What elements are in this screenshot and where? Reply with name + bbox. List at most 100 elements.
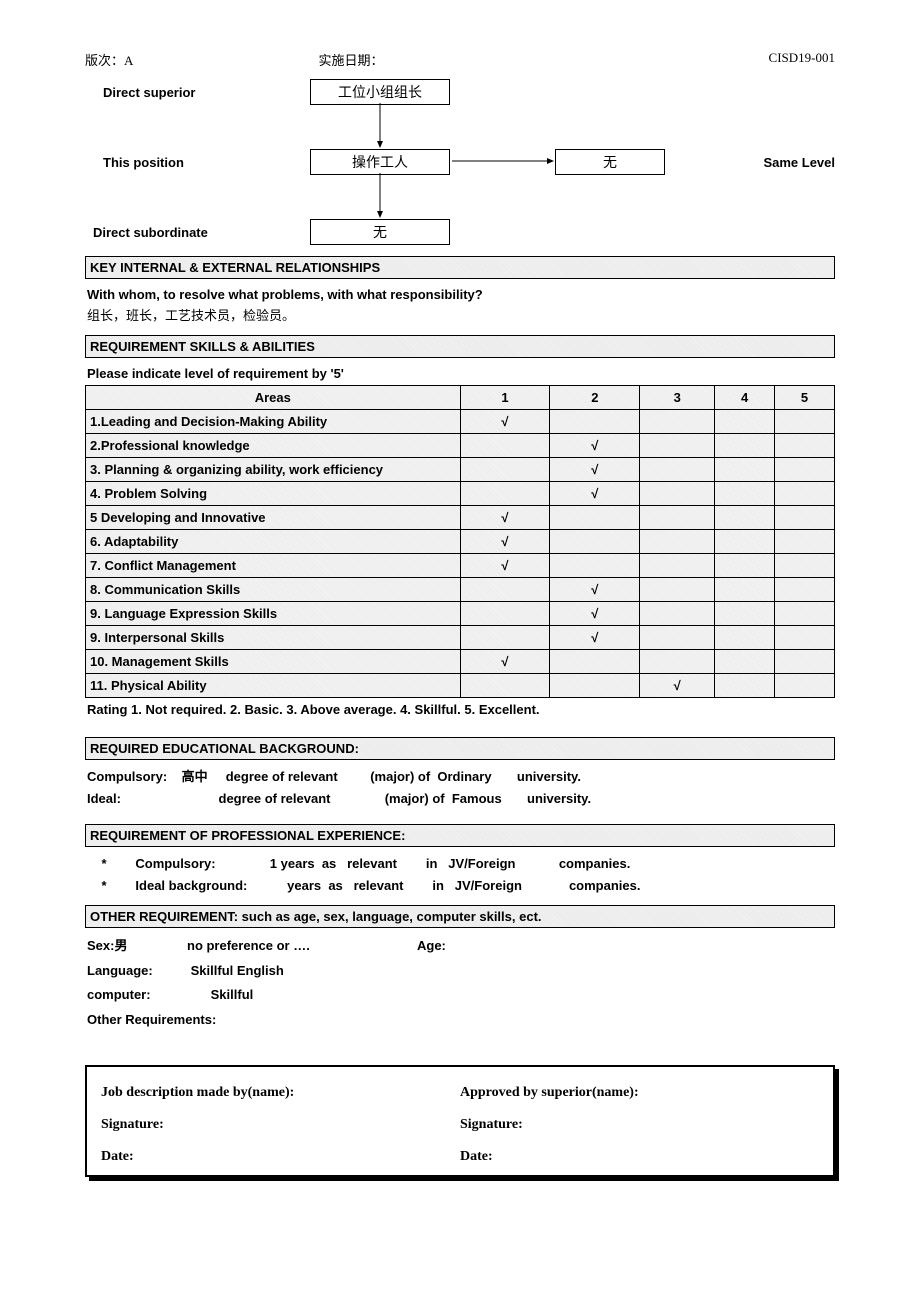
- edu-university-1: university.: [517, 766, 581, 788]
- skill-cell: √: [550, 481, 640, 505]
- made-by-label: Job description made by(name):: [101, 1085, 460, 1101]
- date-label-2: Date:: [460, 1149, 819, 1165]
- skill-cell: [775, 433, 835, 457]
- skill-cell: [460, 625, 550, 649]
- other-body: Sex:男 no preference or …. Age: Language:…: [85, 928, 835, 1053]
- relationships-answer: 组长，班长，工艺技术员，检验员。: [87, 306, 833, 327]
- skill-cell: [775, 553, 835, 577]
- skill-cell: [775, 457, 835, 481]
- skill-area: 10. Management Skills: [86, 649, 461, 673]
- skill-cell: [640, 529, 715, 553]
- org-chart: Direct superior This position Direct sub…: [85, 77, 835, 252]
- table-row: 5 Developing and Innovative√: [86, 505, 835, 529]
- doc-number: CISD19-001: [769, 50, 835, 69]
- skill-cell: [460, 481, 550, 505]
- skills-col-3: 3: [640, 385, 715, 409]
- exp-compulsory-years: 1 years as relevant: [270, 853, 397, 875]
- language-value: Skillful English: [191, 963, 284, 978]
- skill-cell: [550, 673, 640, 697]
- skill-cell: [775, 649, 835, 673]
- skill-cell: [460, 433, 550, 457]
- signature-label-2: Signature:: [460, 1117, 819, 1133]
- edu-compulsory-degree: 高中: [182, 766, 208, 788]
- skill-cell: [775, 673, 835, 697]
- education-header: REQUIRED EDUCATIONAL BACKGROUND:: [85, 737, 835, 760]
- exp-in-jv-1: in JV/Foreign: [426, 853, 516, 875]
- superior-box: 工位小组组长: [310, 79, 450, 105]
- skills-prompt: Please indicate level of requirement by …: [85, 364, 835, 385]
- table-row: 3. Planning & organizing ability, work e…: [86, 457, 835, 481]
- edu-major-famous: (major) of Famous: [385, 788, 502, 810]
- skill-cell: [775, 577, 835, 601]
- skill-area: 9. Language Expression Skills: [86, 601, 461, 625]
- skill-area: 3. Planning & organizing ability, work e…: [86, 457, 461, 481]
- skill-cell: √: [550, 457, 640, 481]
- relationships-header: KEY INTERNAL & EXTERNAL RELATIONSHIPS: [85, 256, 835, 279]
- skill-cell: [460, 577, 550, 601]
- edu-major-ordinary: (major) of Ordinary: [370, 766, 491, 788]
- skill-cell: [775, 505, 835, 529]
- other-header: OTHER REQUIREMENT: such as age, sex, lan…: [85, 905, 835, 928]
- skill-cell: √: [460, 649, 550, 673]
- skill-area: 9. Interpersonal Skills: [86, 625, 461, 649]
- table-row: 11. Physical Ability √: [86, 673, 835, 697]
- skill-cell: [715, 433, 775, 457]
- skill-cell: √: [550, 433, 640, 457]
- skill-cell: √: [460, 529, 550, 553]
- education-body: Compulsory: 高中 degree of relevant (major…: [85, 760, 835, 818]
- signature-label-1: Signature:: [101, 1117, 460, 1133]
- skill-cell: [715, 673, 775, 697]
- skill-cell: [640, 457, 715, 481]
- same-level-box: 无: [555, 149, 665, 175]
- table-row: 9. Language Expression Skills√: [86, 601, 835, 625]
- exp-companies-1: companies.: [559, 853, 631, 875]
- skill-cell: √: [460, 505, 550, 529]
- skill-cell: [550, 553, 640, 577]
- no-preference: no preference or ….: [187, 934, 347, 959]
- skill-cell: [640, 481, 715, 505]
- skill-cell: [550, 529, 640, 553]
- skill-cell: [775, 481, 835, 505]
- edu-ideal-label: Ideal:: [87, 788, 121, 810]
- direct-superior-label: Direct superior: [103, 85, 195, 100]
- skill-cell: [715, 649, 775, 673]
- skill-cell: √: [550, 625, 640, 649]
- skill-area: 11. Physical Ability: [86, 673, 461, 697]
- table-row: 2.Professional knowledge √: [86, 433, 835, 457]
- table-row: 6. Adaptability√: [86, 529, 835, 553]
- language-label: Language:: [87, 959, 187, 984]
- table-row: 4. Problem Solving√: [86, 481, 835, 505]
- skill-cell: [640, 577, 715, 601]
- skill-cell: [550, 649, 640, 673]
- computer-label: computer:: [87, 983, 187, 1008]
- skill-cell: [640, 433, 715, 457]
- skill-area: 5 Developing and Innovative: [86, 505, 461, 529]
- edu-university-2: university.: [527, 788, 591, 810]
- skill-cell: [715, 505, 775, 529]
- skill-cell: [640, 505, 715, 529]
- skill-cell: [775, 409, 835, 433]
- skill-cell: [640, 553, 715, 577]
- skill-cell: √: [460, 409, 550, 433]
- skills-header: REQUIREMENT SKILLS & ABILITIES: [85, 335, 835, 358]
- skill-cell: [640, 601, 715, 625]
- sex-value: 男: [114, 938, 127, 953]
- skill-cell: [715, 529, 775, 553]
- skills-col-0: Areas: [86, 385, 461, 409]
- skill-cell: [460, 457, 550, 481]
- skills-col-2: 2: [550, 385, 640, 409]
- sex-label: Sex:: [87, 938, 114, 953]
- skill-cell: √: [640, 673, 715, 697]
- skill-cell: [775, 601, 835, 625]
- skill-cell: √: [460, 553, 550, 577]
- skill-area: 2.Professional knowledge: [86, 433, 461, 457]
- direct-subordinate-label: Direct subordinate: [93, 225, 208, 240]
- skills-col-4: 4: [715, 385, 775, 409]
- skill-cell: [550, 409, 640, 433]
- approved-by-label: Approved by superior(name):: [460, 1085, 819, 1101]
- table-row: 9. Interpersonal Skills √: [86, 625, 835, 649]
- exp-compulsory-label: Compulsory:: [135, 853, 215, 875]
- edu-degree-text-2: degree of relevant: [219, 788, 331, 810]
- date-label-1: Date:: [101, 1149, 460, 1165]
- age-label: Age:: [417, 934, 497, 959]
